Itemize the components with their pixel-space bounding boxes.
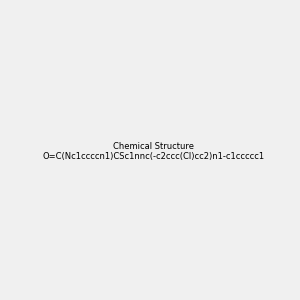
Text: Chemical Structure
O=C(Nc1ccccn1)CSc1nnc(-c2ccc(Cl)cc2)n1-c1ccccc1: Chemical Structure O=C(Nc1ccccn1)CSc1nnc… <box>43 142 265 161</box>
